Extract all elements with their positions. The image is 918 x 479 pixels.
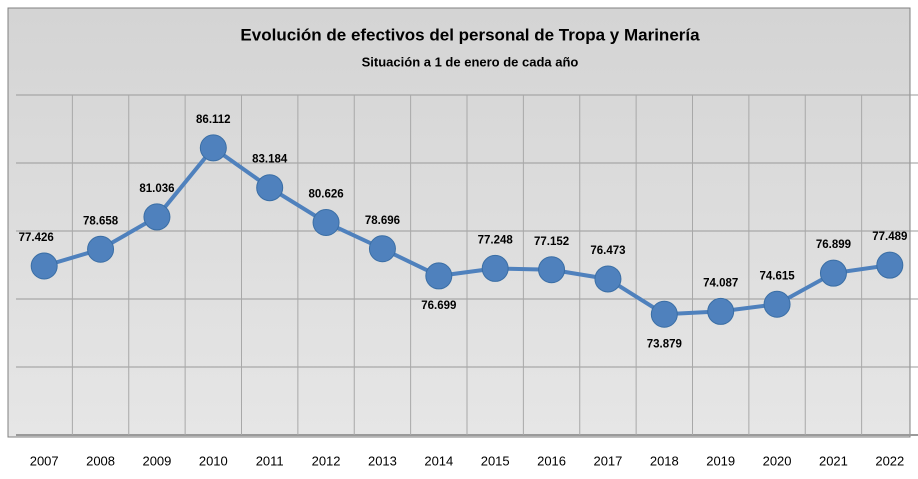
marker (312, 208, 340, 236)
x-tick-label: 2007 (30, 453, 59, 468)
value-label: 76.699 (421, 300, 456, 312)
marker (143, 203, 171, 231)
chart-title: Evolución de efectivos del personal de T… (240, 25, 700, 44)
x-tick-label: 2011 (256, 453, 284, 468)
marker (425, 262, 453, 290)
value-label: 77.426 (19, 232, 54, 244)
marker (199, 134, 227, 162)
value-label: 76.473 (590, 245, 625, 257)
value-label: 74.087 (703, 277, 738, 289)
value-label: 77.248 (478, 234, 514, 246)
x-tick-label: 2012 (312, 453, 341, 468)
x-tick-label: 2008 (86, 453, 115, 468)
value-label: 81.036 (139, 183, 174, 195)
marker (368, 235, 396, 263)
chart-subtitle: Situación a 1 de enero de cada año (362, 54, 579, 69)
marker (87, 235, 115, 263)
marker (30, 252, 58, 280)
marker (876, 251, 904, 279)
value-label: 78.658 (83, 215, 119, 227)
value-label: 76.899 (816, 239, 851, 251)
x-tick-label: 2017 (593, 453, 622, 468)
line (43, 145, 891, 317)
marker (819, 259, 847, 287)
value-label: 83.184 (252, 154, 288, 166)
x-tick-label: 2013 (368, 453, 397, 468)
value-label: 80.626 (308, 189, 343, 201)
x-tick-label: 2014 (424, 453, 453, 468)
marker (256, 174, 284, 202)
x-tick-label: 2019 (706, 453, 735, 468)
x-tick-label: 2010 (199, 453, 228, 468)
marker (481, 254, 509, 282)
x-tick-label: 2018 (650, 453, 679, 468)
marker (538, 256, 566, 284)
value-label: 77.152 (534, 236, 569, 248)
marker (707, 297, 735, 325)
marker (650, 300, 678, 328)
marker (763, 290, 791, 318)
x-tick-label: 2020 (763, 453, 792, 468)
value-label: 78.696 (365, 215, 400, 227)
value-label: 74.615 (759, 270, 795, 282)
x-tick-label: 2015 (481, 453, 510, 468)
x-tick-label: 2009 (142, 453, 171, 468)
value-label: 77.489 (872, 231, 907, 243)
x-tick-label: 2016 (537, 453, 566, 468)
x-tick-label: 2022 (875, 453, 904, 468)
value-label: 86.112 (196, 114, 231, 126)
value-label: 73.879 (647, 338, 682, 350)
marker (594, 265, 622, 293)
x-tick-label: 2021 (819, 453, 848, 468)
